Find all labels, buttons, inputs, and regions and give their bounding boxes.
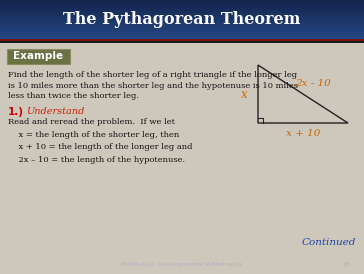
Text: Continued: Continued	[302, 238, 356, 247]
Text: The Pythagorean Theorem: The Pythagorean Theorem	[63, 11, 301, 28]
Text: Find the length of the shorter leg of a right triangle if the longer leg: Find the length of the shorter leg of a …	[8, 71, 297, 79]
Text: 2x - 10: 2x - 10	[295, 79, 331, 87]
Text: 65: 65	[344, 262, 351, 267]
Text: x = the length of the shorter leg, then: x = the length of the shorter leg, then	[8, 130, 179, 139]
Text: x: x	[241, 87, 247, 101]
Text: less than twice the shorter leg.: less than twice the shorter leg.	[8, 92, 139, 100]
FancyBboxPatch shape	[7, 48, 70, 64]
Text: x + 10 = the length of the longer leg and: x + 10 = the length of the longer leg an…	[8, 143, 193, 151]
Text: Read and reread the problem.  If we let: Read and reread the problem. If we let	[8, 118, 175, 126]
Bar	[0, 39, 364, 41]
Text: x + 10: x + 10	[286, 129, 320, 138]
Text: is 10 miles more than the shorter leg and the hypotenuse is 10 miles: is 10 miles more than the shorter leg an…	[8, 82, 298, 90]
Text: 2x – 10 = the length of the hypotenuse.: 2x – 10 = the length of the hypotenuse.	[8, 156, 185, 164]
Text: Understand: Understand	[26, 107, 84, 116]
Text: Martin-Gay, Developmental Mathematics: Martin-Gay, Developmental Mathematics	[121, 262, 243, 267]
Text: 1.): 1.)	[8, 107, 24, 116]
Bar	[0, 41, 364, 43]
Text: Example: Example	[13, 51, 63, 61]
